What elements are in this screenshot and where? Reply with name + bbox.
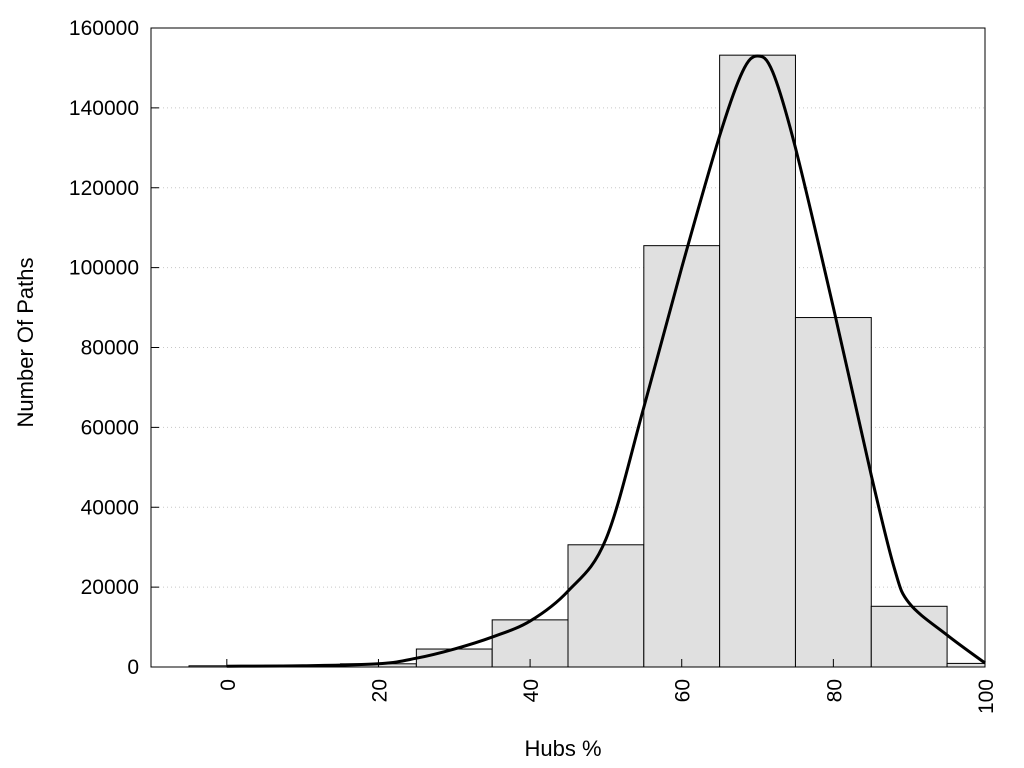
density-curve xyxy=(226,54,986,668)
histogram-bar-6 xyxy=(643,245,721,668)
histogram-bars xyxy=(188,54,986,668)
x-tick-label-0: 0 xyxy=(217,679,240,691)
y-axis-ticks: 0 20000 40000 60000 80000 100000 120000 140000 1… xyxy=(69,17,159,679)
histogram-bar-9 xyxy=(870,605,948,668)
x-axis-label: Hubs % xyxy=(524,736,601,761)
y-tick-label-2: 40000 xyxy=(81,496,139,519)
histogram-bar-8 xyxy=(794,317,872,668)
x-tick-label-5: 100 xyxy=(975,679,998,714)
x-tick-label-3: 60 xyxy=(672,679,695,702)
y-tick-label-7: 140000 xyxy=(69,97,139,120)
y-tick-label-6: 120000 xyxy=(69,177,139,200)
y-axis-label: Number Of Paths xyxy=(13,258,38,428)
density-curve-layer xyxy=(226,54,986,668)
y-tick-label-0: 0 xyxy=(127,656,139,679)
x-tick-label-2: 40 xyxy=(520,679,543,702)
x-axis-ticks: 0 20 40 60 80 100 xyxy=(217,659,998,714)
histogram-bar-10 xyxy=(946,662,986,668)
histogram-bar-5 xyxy=(567,544,645,668)
histogram-bar-3 xyxy=(415,648,493,668)
x-tick-label-4: 80 xyxy=(823,679,846,702)
y-tick-label-1: 20000 xyxy=(81,576,139,599)
x-tick-label-1: 20 xyxy=(368,679,391,702)
y-tick-label-4: 80000 xyxy=(81,337,139,360)
histogram-bar-7 xyxy=(719,54,796,668)
y-tick-label-5: 100000 xyxy=(69,257,139,280)
y-tick-label-3: 60000 xyxy=(81,416,139,439)
y-tick-label-8: 160000 xyxy=(69,17,139,40)
